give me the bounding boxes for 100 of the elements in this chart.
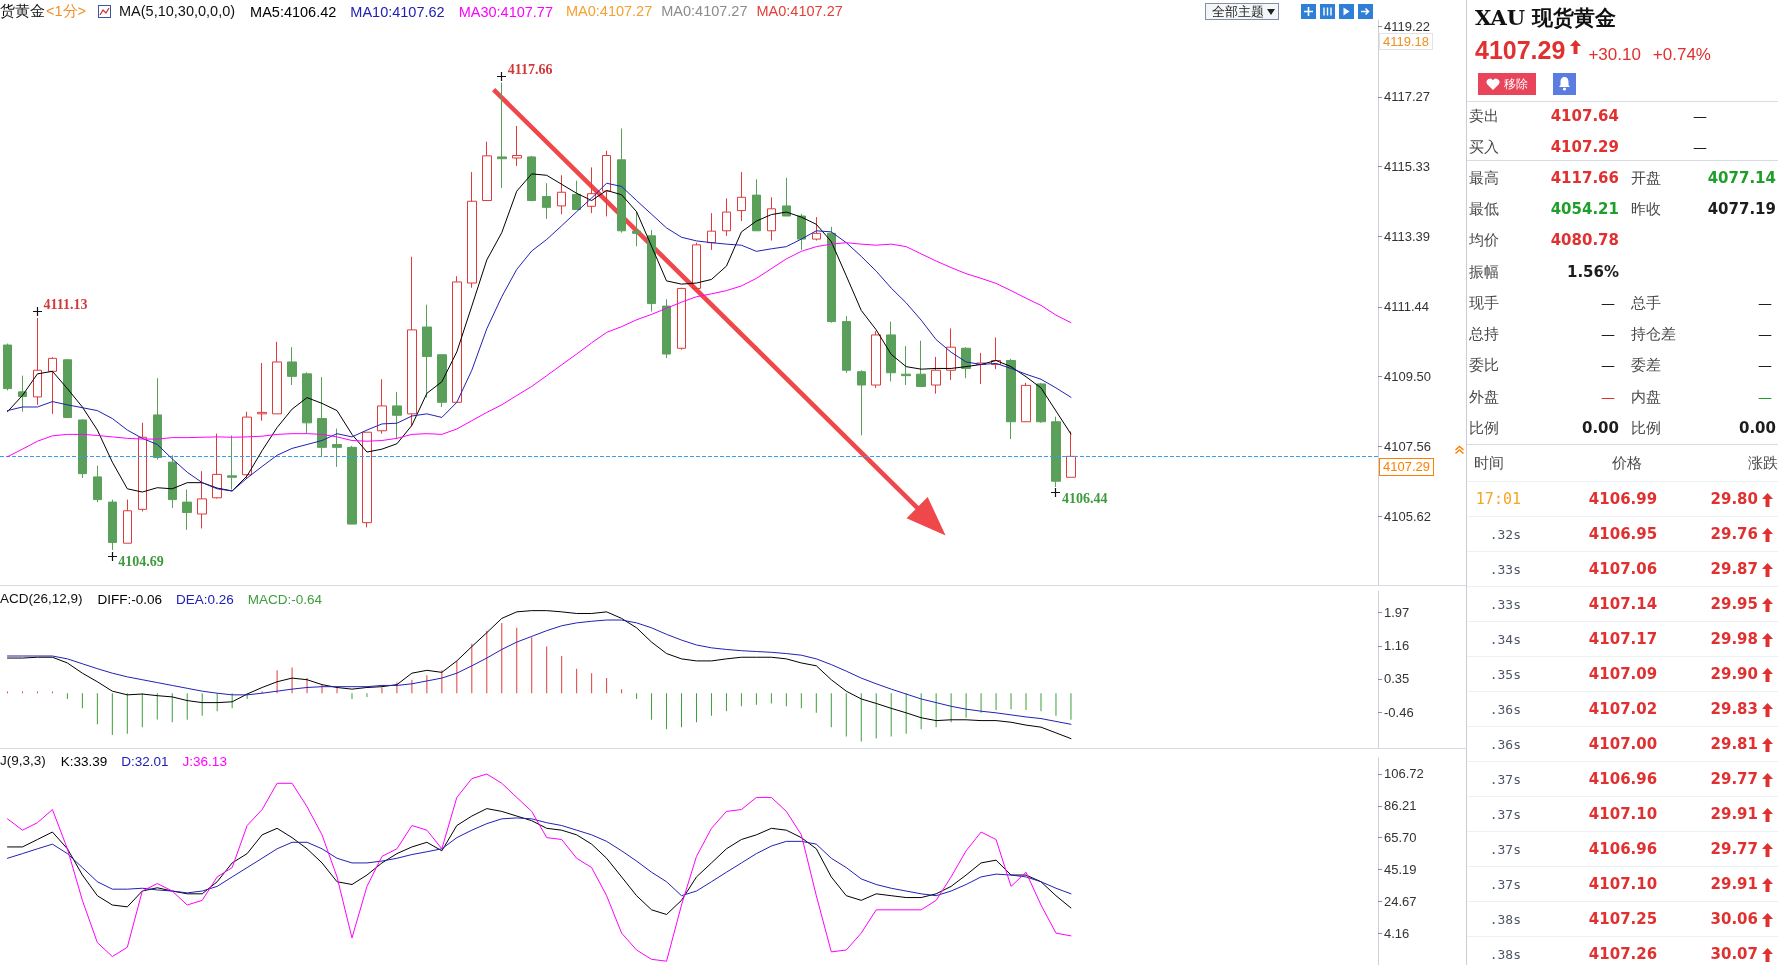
text: — (1758, 295, 1772, 311)
text: K:33.39 (60, 753, 108, 769)
text: +0.74% (1652, 45, 1711, 64)
text: 4117.66 (1550, 168, 1619, 187)
text: 4080.78 (1550, 230, 1619, 249)
text: 总手 (1631, 293, 1661, 312)
y-tick-label: 24.67 (1384, 893, 1417, 909)
text: 29.81 (1710, 734, 1758, 753)
text: MA0:4107.27 (565, 3, 653, 21)
text: 1.56% (1566, 262, 1619, 281)
text: 4077.14 (1707, 168, 1776, 187)
text: 29.95 (1710, 594, 1758, 613)
text: .36s (1489, 701, 1521, 717)
text: 涨跌 (1748, 453, 1778, 472)
text: 卖出 (1469, 106, 1499, 125)
text: 4106.96 (1588, 839, 1658, 858)
text: 内盘 (1631, 387, 1661, 406)
text: J:36.13 (182, 753, 227, 769)
text: .38s (1489, 911, 1521, 927)
text: — (1693, 108, 1707, 124)
text: .38s (1489, 946, 1521, 962)
text: 29.91 (1710, 804, 1758, 823)
text: 4107.00 (1588, 734, 1658, 753)
y-tick-label: 1.16 (1384, 638, 1410, 654)
text: 4107.02 (1588, 699, 1658, 718)
text: 30.06 (1710, 909, 1758, 928)
text: 4106.95 (1588, 524, 1658, 543)
text: MA0:4107.27 (661, 3, 748, 21)
text: DIFF:-0.06 (97, 591, 163, 607)
text: 29.90 (1710, 664, 1758, 683)
text: 29.77 (1710, 769, 1758, 788)
text: 0.00 (1738, 418, 1776, 437)
text: — (1693, 139, 1707, 155)
y-tick-label: 4107.56 (1384, 439, 1431, 455)
text: 29.98 (1710, 629, 1758, 648)
text: 持仓差 (1631, 324, 1676, 343)
text: — (1601, 326, 1615, 342)
text: 30.07 (1710, 944, 1758, 963)
text: — (1601, 389, 1615, 405)
text: .34s (1489, 631, 1521, 647)
text: 4107.09 (1588, 664, 1658, 683)
y-tick-label: 4115.33 (1384, 159, 1431, 175)
text: MA5:4106.42 (250, 3, 337, 20)
text: MA10:4107.62 (350, 3, 445, 20)
dropdown-button: 全部主题 (1205, 3, 1279, 20)
text: 价格 (1612, 453, 1642, 472)
annotation: 4106.44 (1061, 490, 1108, 506)
y-tick-label: 4109.50 (1384, 369, 1431, 385)
text: 29.91 (1710, 874, 1758, 893)
text: MA30:4107.77 (458, 3, 553, 20)
text: .33s (1489, 561, 1521, 577)
text: — (1601, 357, 1615, 373)
text: 比例 (1631, 418, 1661, 437)
text: 委比 (1469, 355, 1499, 374)
y-tick-label: 106.72 (1384, 766, 1424, 782)
text: 委差 (1631, 355, 1661, 374)
y-tick-label: 86.21 (1384, 798, 1417, 814)
text: 4107.25 (1588, 909, 1658, 928)
y-tick-label: 4113.39 (1384, 229, 1431, 245)
text: 振幅 (1469, 262, 1499, 281)
text: 均价 (1469, 230, 1499, 249)
text: 29.80 (1710, 489, 1758, 508)
text: +30.10 (1588, 45, 1641, 64)
annotation: 4117.66 (507, 61, 553, 77)
text: 4107.64 (1550, 106, 1619, 125)
y-tick-label: 0.35 (1384, 671, 1410, 687)
text: 昨收 (1631, 199, 1661, 218)
text: 4106.96 (1588, 769, 1658, 788)
y-tick-label: 65.70 (1384, 830, 1417, 846)
text: DEA:0.26 (176, 591, 234, 607)
text: 29.77 (1710, 839, 1758, 858)
text: 0.00 (1581, 418, 1619, 437)
text: 4107.29 (1550, 137, 1619, 156)
text: 4107.29 (1379, 458, 1434, 477)
legend-title: J(9,3,3) (0, 753, 46, 770)
remove-button: 移除 (1478, 73, 1536, 95)
text: 4107.17 (1588, 629, 1658, 648)
text: — (1601, 295, 1615, 311)
text: 4107.10 (1588, 874, 1658, 893)
y-tick-label: -0.46 (1384, 704, 1414, 720)
text: 买入 (1469, 137, 1499, 156)
text: 4107.29 (1475, 36, 1566, 64)
text: 4054.21 (1550, 199, 1619, 218)
text: 比例 (1469, 418, 1499, 437)
y-tick-label: 4105.62 (1384, 509, 1431, 525)
text: D:32.01 (121, 753, 169, 769)
text: 开盘 (1631, 168, 1661, 187)
y-tick-label: 1.97 (1384, 605, 1410, 621)
y-tick-label: 4119.22 (1384, 18, 1431, 34)
text: — (1758, 326, 1772, 342)
y-tick-label: 4.16 (1384, 925, 1410, 941)
text: 4077.19 (1707, 199, 1776, 218)
legend-title: ACD(26,12,9) (0, 591, 83, 608)
text: .37s (1489, 806, 1521, 822)
text: .37s (1489, 841, 1521, 857)
chart-title: 货黄金 (0, 3, 45, 21)
text: 外盘 (1469, 387, 1499, 406)
text: — (1758, 357, 1772, 373)
text: MACD:-0.64 (247, 591, 323, 607)
text: — (1758, 389, 1772, 405)
